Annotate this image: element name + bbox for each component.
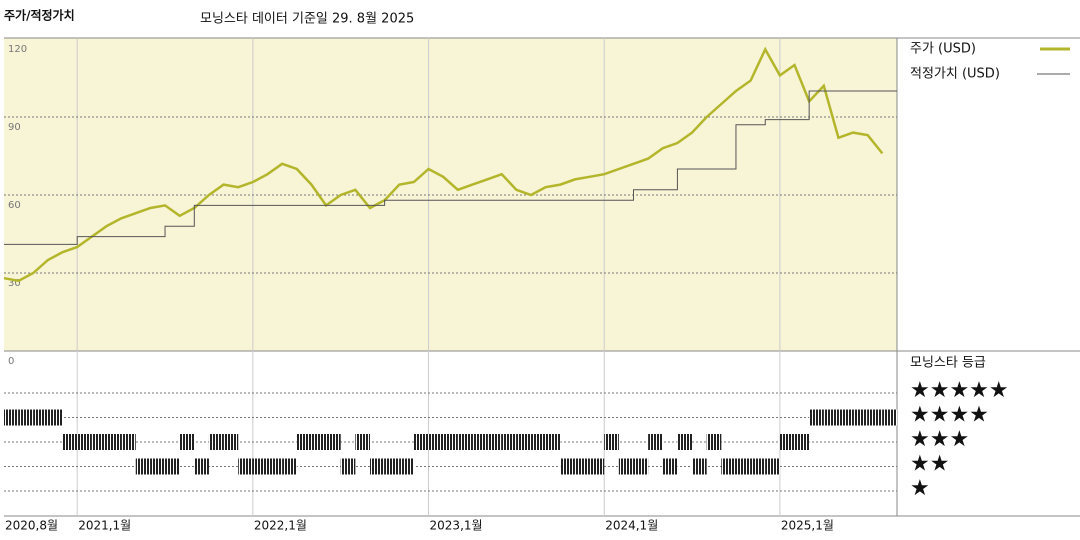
rating-bar <box>135 458 151 475</box>
rating-bar <box>413 434 429 450</box>
rating-bar <box>33 409 48 426</box>
rating-bar <box>62 434 78 450</box>
x-tick-label: 2020,8월 <box>5 519 58 533</box>
rating-bar <box>238 458 253 475</box>
rating-bar <box>692 458 707 475</box>
rating-bar <box>208 434 224 450</box>
legend-label: 주가 (USD) <box>910 42 976 57</box>
rating-bar <box>18 409 34 426</box>
rating-bar <box>750 458 766 475</box>
rating-bar <box>121 434 136 450</box>
series-line <box>3 46 884 283</box>
y-tick-label: 30 <box>8 278 21 289</box>
rating-bar <box>721 458 736 475</box>
y-tick-label: 120 <box>8 44 27 55</box>
rating-bar <box>809 409 824 426</box>
rating-bar <box>91 434 107 450</box>
rating-bar <box>311 434 327 450</box>
rating-bar <box>267 458 283 475</box>
rating-bar <box>150 458 166 475</box>
rating-bar <box>252 458 268 475</box>
rating-title: 모닝스타 등급 <box>910 356 986 371</box>
rating-bar <box>326 434 341 450</box>
y-tick-label: 90 <box>8 122 21 133</box>
rating-bar <box>443 434 458 450</box>
rating-bar <box>604 434 619 450</box>
legend-label: 적정가치 (USD) <box>910 67 1000 82</box>
rating-bar <box>560 458 575 475</box>
rating-bar <box>765 458 780 475</box>
rating-label: ★★★★ <box>910 403 989 428</box>
x-tick-label: 2023,1월 <box>430 519 483 533</box>
rating-bar <box>296 434 312 450</box>
rating-bar <box>384 458 400 475</box>
rating-bar <box>340 458 356 475</box>
rating-label: ★★★★★ <box>910 378 1009 403</box>
rating-bar <box>457 434 473 450</box>
rating-label: ★★ <box>910 452 949 477</box>
rating-bar <box>165 458 180 475</box>
rating-bar <box>823 409 839 426</box>
rating-bar <box>735 458 751 475</box>
x-tick-label: 2022,1월 <box>254 519 307 533</box>
x-tick-label: 2025,1월 <box>781 519 834 533</box>
rating-label: ★★★ <box>910 427 969 452</box>
rating-bar <box>633 458 649 475</box>
x-tick-label: 2024,1월 <box>605 519 658 533</box>
rating-bar <box>677 434 693 450</box>
rating-bar <box>867 409 883 426</box>
rating-bar <box>706 434 722 450</box>
rating-bar <box>589 458 605 475</box>
y-tick-label: 60 <box>8 200 21 211</box>
rating-bar <box>882 409 897 426</box>
rating-bar <box>369 458 385 475</box>
rating-bar <box>531 434 546 450</box>
rating-bar <box>355 434 370 450</box>
rating-label: ★ <box>910 476 930 501</box>
rating-bar <box>194 458 209 475</box>
rating-bar <box>779 434 795 450</box>
rating-bar <box>179 434 195 450</box>
rating-bar <box>4 409 19 426</box>
rating-bar <box>618 458 634 475</box>
rating-bar <box>662 458 678 475</box>
chart-subtitle: 모닝스타 데이터 기준일 29. 8월 2025 <box>200 12 414 27</box>
series-line <box>4 90 897 245</box>
rating-bar <box>472 434 488 450</box>
rating-bar <box>77 434 92 450</box>
rating-bar <box>853 409 868 426</box>
rating-bar <box>106 434 122 450</box>
rating-bar <box>838 409 854 426</box>
rating-bar <box>47 409 63 426</box>
rating-bar <box>428 434 444 450</box>
rating-bar <box>574 458 590 475</box>
chart-title: 주가/적정가치 <box>4 8 75 23</box>
rating-bar <box>487 434 502 450</box>
rating-bar <box>282 458 297 475</box>
rating-bar <box>516 434 532 450</box>
x-tick-label: 2021,1월 <box>78 519 131 533</box>
y-tick-label: 0 <box>8 356 14 367</box>
rating-bar <box>545 434 561 450</box>
rating-bar <box>501 434 517 450</box>
rating-bar <box>223 434 239 450</box>
rating-bar <box>399 458 414 475</box>
rating-bar <box>794 434 810 450</box>
rating-bar <box>648 434 663 450</box>
